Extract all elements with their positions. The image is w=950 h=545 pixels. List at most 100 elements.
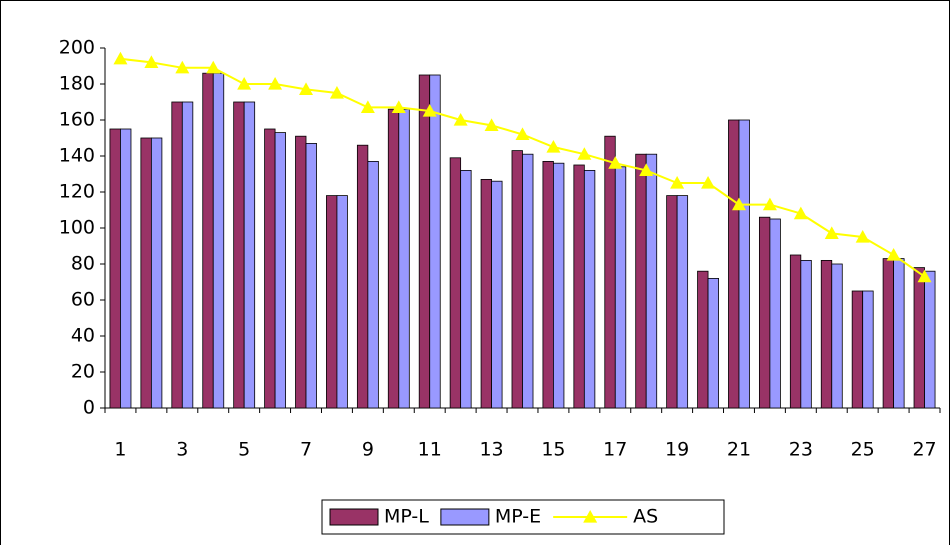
bar <box>398 108 410 409</box>
marker <box>639 163 654 176</box>
bar <box>800 259 812 409</box>
y-tick-label: 200 <box>59 37 95 59</box>
legend-label: MP-L <box>384 506 429 528</box>
x-tick-label: 1 <box>114 439 126 461</box>
marker <box>608 156 623 169</box>
marker <box>762 197 777 211</box>
x-tick-label: 11 <box>418 439 442 461</box>
bar <box>553 162 565 409</box>
marker <box>299 82 314 95</box>
bar <box>769 218 781 409</box>
x-tick-label: 17 <box>603 439 627 461</box>
bar <box>181 101 194 409</box>
y-tick-label: 180 <box>59 73 95 95</box>
bar <box>491 180 503 409</box>
marker <box>144 55 159 68</box>
marker <box>546 140 561 153</box>
y-tick-label: 20 <box>71 361 95 383</box>
marker <box>670 176 685 189</box>
x-tick-label: 27 <box>912 439 936 461</box>
marker <box>886 248 901 261</box>
marker <box>422 104 437 117</box>
marker <box>391 100 406 113</box>
bar <box>243 101 256 409</box>
x-tick-label: 15 <box>541 439 565 461</box>
bar <box>604 135 616 409</box>
bar <box>758 216 771 409</box>
x-tick-label: 3 <box>176 439 188 461</box>
bar <box>882 258 895 409</box>
marker <box>701 176 716 189</box>
legend-label: AS <box>633 506 658 528</box>
bar <box>109 128 121 409</box>
y-tick-label: 160 <box>59 109 95 131</box>
x-tick-label: 7 <box>300 439 312 461</box>
bar <box>893 258 905 409</box>
bar <box>150 137 163 409</box>
bar <box>851 290 864 409</box>
bar <box>233 101 245 409</box>
y-tick-label: 140 <box>59 145 95 167</box>
bar <box>264 128 276 409</box>
x-tick-label: 9 <box>362 439 374 461</box>
bar <box>645 153 658 409</box>
bar <box>449 157 462 409</box>
bar <box>460 169 472 409</box>
marker <box>855 230 870 243</box>
bar <box>728 119 740 409</box>
bar <box>831 263 843 409</box>
y-tick-label: 80 <box>71 253 95 275</box>
x-tick-label: 5 <box>238 439 250 461</box>
y-tick-label: 40 <box>71 325 95 347</box>
bar <box>913 267 925 409</box>
bar <box>202 72 214 409</box>
bar <box>140 137 152 409</box>
y-tick-label: 100 <box>59 217 95 239</box>
legend: MP-L MP-E AS <box>321 499 725 535</box>
bar <box>789 254 802 409</box>
legend-label: MP-E <box>495 506 541 528</box>
marker <box>206 60 221 74</box>
bar <box>212 72 225 409</box>
bar <box>522 153 534 409</box>
bar <box>120 128 132 409</box>
bar <box>356 144 369 409</box>
marker <box>824 226 839 239</box>
bar <box>171 101 183 409</box>
marker <box>329 86 344 99</box>
bar <box>820 259 833 409</box>
legend-box <box>321 499 725 535</box>
bar <box>924 270 936 409</box>
x-tick-label: 13 <box>479 439 503 461</box>
x-tick-label: 21 <box>727 439 751 461</box>
marker <box>360 100 375 113</box>
bar <box>862 290 874 409</box>
bar <box>511 150 523 409</box>
legend-swatch <box>440 508 490 526</box>
marker <box>577 147 592 160</box>
x-tick-label: 25 <box>851 439 875 461</box>
marker <box>175 60 190 74</box>
marker <box>731 197 746 211</box>
bar <box>418 74 431 409</box>
bar <box>295 135 307 409</box>
bar <box>336 195 348 409</box>
bar <box>635 153 647 409</box>
bar <box>707 277 719 409</box>
bar <box>738 119 750 409</box>
y-tick-label: 60 <box>71 289 95 311</box>
legend-swatch <box>329 508 379 526</box>
y-tick-label: 120 <box>59 181 95 203</box>
bar <box>614 166 627 409</box>
bar <box>480 178 492 409</box>
marker <box>793 206 808 220</box>
marker <box>237 77 252 90</box>
x-tick-label: 23 <box>789 439 813 461</box>
bar <box>367 160 379 409</box>
bar <box>429 74 441 409</box>
marker <box>484 118 499 131</box>
marker <box>515 127 530 140</box>
y-tick-label: 0 <box>83 397 95 419</box>
bar <box>666 195 678 409</box>
bar <box>583 169 596 409</box>
